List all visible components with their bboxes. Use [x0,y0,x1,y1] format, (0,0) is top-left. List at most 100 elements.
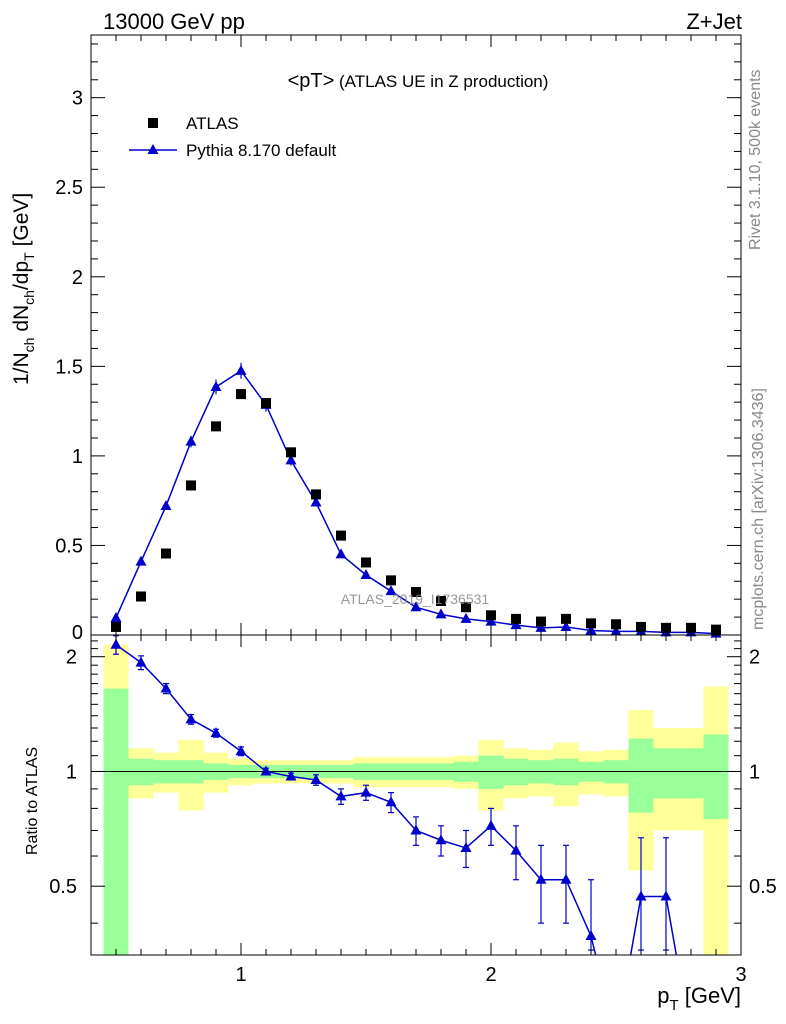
data-point [236,389,246,400]
mc-point [510,619,522,630]
data-point [161,548,171,559]
y-tick-label: 2.5 [55,177,83,199]
band-inner [503,758,529,786]
mcplots-label: mcplots.cern.ch [arXiv:1306.3436] [750,388,767,630]
ratio-point [135,656,147,667]
data-point [211,421,221,432]
x-tick-label: 2 [485,964,496,986]
legend-mc-label: Pythia 8.170 default [186,141,337,160]
band-inner [703,734,729,820]
data-point [686,622,696,633]
main-title: <pT> (ATLAS UE in Z production) [288,70,549,92]
data-point [436,595,446,606]
process-label: Z+Jet [686,9,742,34]
ratio-point [385,796,397,807]
y-tick-label-right: 1 [749,761,760,783]
data-point [561,613,571,624]
ratio-marks [91,635,741,955]
data-point [536,616,546,627]
band-inner [678,748,704,799]
ylabel-part-g: [GeV] [10,193,33,253]
ratio-point [285,770,297,781]
xlabel-unit: [GeV] [679,983,741,1008]
mc-point [535,621,547,632]
collision-label: 13000 GeV pp [103,9,245,34]
mc-point [285,454,297,465]
y-tick-label: 2 [72,267,83,289]
mc-point [360,569,372,579]
ratio-point [535,873,547,884]
ratio-point [435,834,447,845]
data-point [311,489,321,500]
ylabel-part-e: /dp [10,261,33,290]
x-tick-label: 1 [235,964,246,986]
y-tick-label: 0.5 [55,535,83,557]
mc-point [460,612,472,623]
mc-point [335,548,347,559]
y-tick-label-right: 0.5 [749,876,777,898]
y-tick-label: 1 [72,446,83,468]
ylabel-part-c: dN [10,305,33,338]
ratio-point [360,786,372,797]
data-point [661,622,671,633]
y-tick-label: 1 [66,761,77,783]
mc-point [435,608,447,619]
data-point [261,398,271,409]
ylabel-part-f: T [21,252,37,261]
ratio-point [210,727,222,738]
data-point [136,591,146,602]
mc-point [160,500,172,511]
ratio-point [585,930,597,941]
y-tick-label: 2 [66,647,77,669]
ratio-point [260,765,272,776]
data-point [286,447,296,458]
data-point [461,602,471,613]
ratio-point [185,713,197,724]
data-point [611,619,621,630]
band-inner [103,688,129,955]
mc-point [110,611,122,622]
legend: ATLAS Pythia 8.170 default [129,114,337,160]
ratio-point [160,682,172,693]
data-point [361,557,371,568]
y-tick-label: 0.5 [49,876,77,898]
legend-atlas-label: ATLAS [186,114,239,133]
main-ticks: 0.5 1 1.5 2 2.5 3 0 [55,35,742,644]
ylabel-part-b: ch [21,338,37,353]
ratio-point [560,873,572,884]
mc-point [210,380,222,391]
mc-point [185,435,197,446]
band-inner [653,748,679,799]
data-point [186,480,196,491]
ylabel-part-d: ch [21,290,37,305]
mc-point [560,620,572,631]
data-point [511,613,521,624]
band-inner [628,738,654,813]
x-axis-label: pT [GeV] [657,983,741,1014]
mc-point [385,585,397,596]
data-point [386,575,396,586]
ratio-ticks: 1 2 3 0.5 0.5 1 1 2 2 [49,635,777,986]
band-outer [703,686,729,955]
xlabel-sub: T [669,997,678,1014]
data-point [111,621,121,632]
ratio-panel: 1 2 3 0.5 0.5 1 1 2 2 Ratio to ATLAS pT [GeV] [24,634,777,1014]
ratio-point [410,824,422,835]
y-tick-label-right: 2 [749,647,760,669]
analysis-watermark: ATLAS_2019_I1736531 [341,591,490,607]
data-point [636,621,646,632]
mc-point [410,601,422,612]
mc-point [135,555,147,566]
ratio-point [235,745,247,756]
ratio-point [660,890,672,901]
y-tick-label: 3 [72,88,83,110]
mc-point [485,615,497,626]
data-point [486,610,496,621]
ratio-point [335,790,347,801]
ratio-point [635,890,647,901]
band-inner [553,758,579,786]
data-point [336,530,346,541]
main-panel: 0.5 1 1.5 2 2.5 3 0 <pT> (ATLAS UE in Z produc… [10,34,742,644]
band-inner [478,755,504,789]
